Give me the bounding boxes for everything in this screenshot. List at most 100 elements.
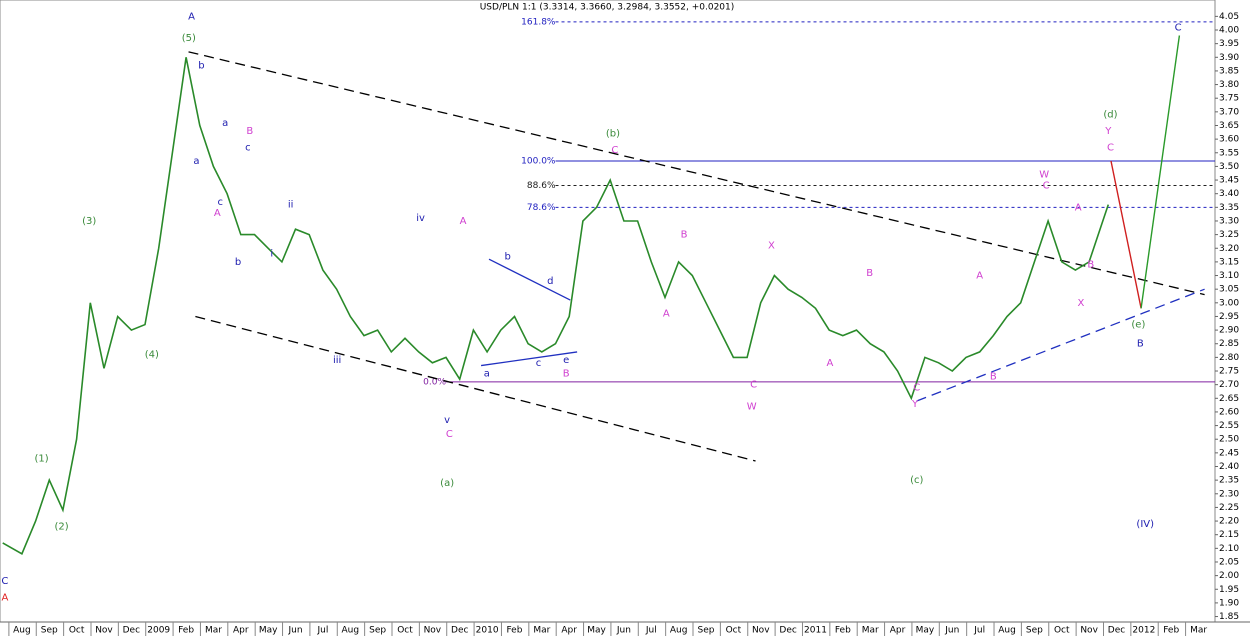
wave-label: B: [1137, 339, 1144, 350]
x-tick-label: Aug: [13, 626, 31, 636]
x-tick-label: Apr: [233, 626, 249, 636]
x-tick-label: May: [916, 626, 935, 636]
x-tick-label: 2011: [804, 626, 827, 636]
wave-label: B: [681, 230, 688, 241]
trend-line: [195, 315, 756, 462]
y-tick-label: 4.00: [1219, 26, 1239, 36]
wave-label: A: [2, 592, 9, 603]
y-tick-label: 3.70: [1219, 107, 1239, 117]
x-tick-label: Jun: [944, 626, 959, 636]
wave-label: C: [913, 382, 920, 393]
wave-label: v: [444, 415, 450, 426]
wave-label: (c): [910, 475, 923, 486]
y-tick-label: 4.05: [1219, 12, 1239, 22]
y-tick-label: 2.05: [1219, 557, 1239, 567]
wave-label: B: [246, 126, 253, 137]
plot-area: [0, 0, 1216, 623]
x-tick-label: Oct: [1054, 626, 1070, 636]
wave-label: a: [222, 118, 228, 129]
y-tick-label: 2.40: [1219, 462, 1239, 472]
price-line: [2, 57, 1110, 555]
wave-label: (1): [35, 453, 49, 464]
x-tick-label: Dec: [451, 626, 468, 636]
x-tick-label: Mar: [862, 626, 879, 636]
wave-label: C: [1, 576, 8, 587]
x-tick-label: Mar: [205, 626, 222, 636]
y-tick-label: 2.20: [1219, 517, 1239, 527]
x-tick-label: Jun: [616, 626, 631, 636]
y-tick-label: 2.80: [1219, 353, 1239, 363]
wave-label: (5): [182, 33, 196, 44]
x-tick-label: May: [259, 626, 278, 636]
x-tick-label: Aug: [998, 626, 1016, 636]
x-tick-label: Nov: [1080, 626, 1098, 636]
x-tick-label: Aug: [670, 626, 688, 636]
wave-label: iv: [416, 213, 425, 224]
wave-label: b: [235, 257, 241, 268]
wave-label: C: [446, 429, 453, 440]
y-tick-label: 3.10: [1219, 271, 1239, 281]
wave-label: A: [827, 358, 834, 369]
y-tick-label: 2.25: [1219, 503, 1239, 513]
wave-label: c: [218, 197, 224, 208]
wave-label: Y: [911, 399, 919, 410]
wave-label: X: [1077, 298, 1084, 309]
y-tick-label: 3.65: [1219, 121, 1239, 131]
x-tick-label: Sep: [698, 626, 715, 636]
y-tick-label: 3.40: [1219, 189, 1239, 199]
x-tick-label: Mar: [1190, 626, 1207, 636]
x-tick-label: Oct: [69, 626, 85, 636]
wave-label: e: [563, 355, 569, 366]
x-tick-label: Jul: [973, 626, 985, 636]
wave-label: A: [460, 216, 467, 227]
x-tick-label: Sep: [369, 626, 386, 636]
x-tick-label: Nov: [95, 626, 113, 636]
y-tick-label: 3.25: [1219, 230, 1239, 240]
wave-label: (2): [54, 522, 68, 533]
y-tick-label: 3.35: [1219, 203, 1239, 213]
x-tick-label: Feb: [506, 626, 522, 636]
wave-label: (d): [1103, 110, 1117, 121]
wave-label: A: [663, 309, 670, 320]
wave-label: C: [1175, 22, 1182, 33]
wave-label: (b): [606, 129, 620, 140]
wave-label: i: [270, 249, 273, 260]
x-tick-label: Apr: [561, 626, 577, 636]
x-tick-label: Feb: [1163, 626, 1179, 636]
y-tick-label: 2.35: [1219, 476, 1239, 486]
x-tick-label: Dec: [123, 626, 140, 636]
y-tick-label: 2.65: [1219, 394, 1239, 404]
y-tick-label: 3.90: [1219, 53, 1239, 63]
wave-label: A: [1075, 202, 1082, 213]
y-tick-label: 2.55: [1219, 421, 1239, 431]
y-tick-label: 2.75: [1219, 367, 1239, 377]
wave-label: W: [747, 401, 757, 412]
x-tick-label: Sep: [41, 626, 58, 636]
y-tick-label: 1.85: [1219, 612, 1239, 622]
projection-line: [1140, 35, 1181, 309]
y-tick-label: 1.95: [1219, 585, 1239, 595]
x-tick-label: Feb: [835, 626, 851, 636]
wave-label: d: [547, 276, 553, 287]
wave-label: (e): [1131, 320, 1145, 331]
x-tick-label: Dec: [779, 626, 796, 636]
wave-label: ii: [288, 200, 294, 211]
wave-label: C: [750, 380, 757, 391]
y-tick-label: 3.20: [1219, 244, 1239, 254]
y-tick-label: 2.70: [1219, 380, 1239, 390]
x-tick-label: Nov: [424, 626, 442, 636]
x-tick-label: May: [587, 626, 606, 636]
y-tick-label: 3.80: [1219, 80, 1239, 90]
trend-line: [488, 258, 571, 301]
trend-line: [188, 51, 1205, 296]
y-tick-label: 2.50: [1219, 435, 1239, 445]
wave-label: C: [1043, 181, 1050, 192]
y-tick-label: 3.30: [1219, 216, 1239, 226]
x-tick-label: Mar: [533, 626, 550, 636]
x-tick-label: Nov: [752, 626, 770, 636]
x-tick-label: Aug: [341, 626, 359, 636]
x-tick-label: Oct: [397, 626, 413, 636]
wave-label: B: [990, 371, 997, 382]
y-tick-label: 2.15: [1219, 530, 1239, 540]
